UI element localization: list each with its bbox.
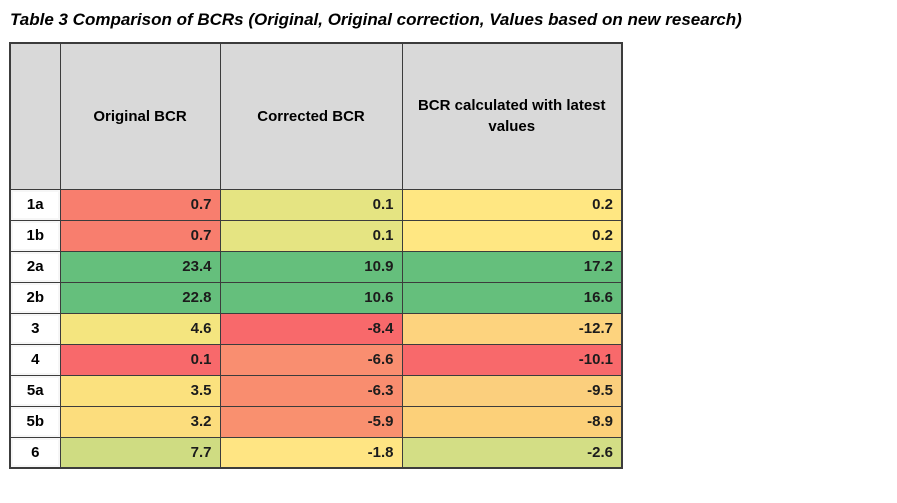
bcr-value-cell: -2.6 <box>401 436 623 469</box>
table-row: 6 7.7 -1.8 -2.6 <box>9 436 623 469</box>
table-row: 5b 3.2 -5.9 -8.9 <box>9 405 623 438</box>
bcr-value-cell: 17.2 <box>401 250 623 283</box>
table-row: 5a 3.5 -6.3 -9.5 <box>9 374 623 407</box>
bcr-value-cell: 22.8 <box>59 281 221 314</box>
row-label: 3 <box>9 312 61 345</box>
row-label: 5b <box>9 405 61 438</box>
corner-header-cell <box>9 42 61 190</box>
header-row: Original BCR Corrected BCR BCR calculated … <box>9 42 623 190</box>
bcr-value-cell: -8.4 <box>219 312 403 345</box>
bcr-value-cell: 0.7 <box>59 188 221 221</box>
row-label: 1b <box>9 219 61 252</box>
bcr-value-cell: 4.6 <box>59 312 221 345</box>
bcr-value-cell: 0.7 <box>59 219 221 252</box>
table-row: 2b 22.8 10.6 16.6 <box>9 281 623 314</box>
column-header-cell: Original BCR <box>59 42 221 190</box>
row-label: 6 <box>9 436 61 469</box>
bcr-value-cell: -8.9 <box>401 405 623 438</box>
bcr-value-cell: 0.1 <box>219 219 403 252</box>
bcr-value-cell: 7.7 <box>59 436 221 469</box>
bcr-table-body: 1a 0.7 0.1 0.2 1b 0.7 0.1 0.2 2a 23.4 10.9 17.… <box>9 188 623 469</box>
bcr-value-cell: -1.8 <box>219 436 403 469</box>
bcr-value-cell: -9.5 <box>401 374 623 407</box>
bcr-value-cell: -12.7 <box>401 312 623 345</box>
document-page: Table 3 Comparison of BCRs (Original, Or… <box>9 10 742 470</box>
bcr-value-cell: 0.1 <box>59 343 221 376</box>
bcr-value-cell: -10.1 <box>401 343 623 376</box>
row-label: 2b <box>9 281 61 314</box>
table-caption: Table 3 Comparison of BCRs (Original, Or… <box>10 10 742 29</box>
bcr-value-cell: 0.1 <box>219 188 403 221</box>
table-row: 2a 23.4 10.9 17.2 <box>9 250 623 283</box>
bcr-value-cell: 3.2 <box>59 405 221 438</box>
bcr-value-cell: 16.6 <box>401 281 623 314</box>
bcr-comparison-table: Original BCR Corrected BCR BCR calculated … <box>9 42 623 470</box>
table-row: 3 4.6 -8.4 -12.7 <box>9 312 623 345</box>
bcr-value-cell: 0.2 <box>401 219 623 252</box>
table-row: 1a 0.7 0.1 0.2 <box>9 188 623 221</box>
table-row: 4 0.1 -6.6 -10.1 <box>9 343 623 376</box>
bcr-value-cell: -6.6 <box>219 343 403 376</box>
bcr-value-cell: -6.3 <box>219 374 403 407</box>
bcr-value-cell: 3.5 <box>59 374 221 407</box>
row-label: 2a <box>9 250 61 283</box>
table-row: 1b 0.7 0.1 0.2 <box>9 219 623 252</box>
row-label: 4 <box>9 343 61 376</box>
table-header: Original BCR Corrected BCR BCR calculated … <box>9 42 623 190</box>
bcr-value-cell: 10.9 <box>219 250 403 283</box>
bcr-value-cell: -5.9 <box>219 405 403 438</box>
column-header-cell: BCR calculated with latest values <box>401 42 623 190</box>
column-header-cell: Corrected BCR <box>219 42 403 190</box>
row-label: 1a <box>9 188 61 221</box>
bcr-value-cell: 10.6 <box>219 281 403 314</box>
bcr-value-cell: 23.4 <box>59 250 221 283</box>
bcr-value-cell: 0.2 <box>401 188 623 221</box>
row-label: 5a <box>9 374 61 407</box>
